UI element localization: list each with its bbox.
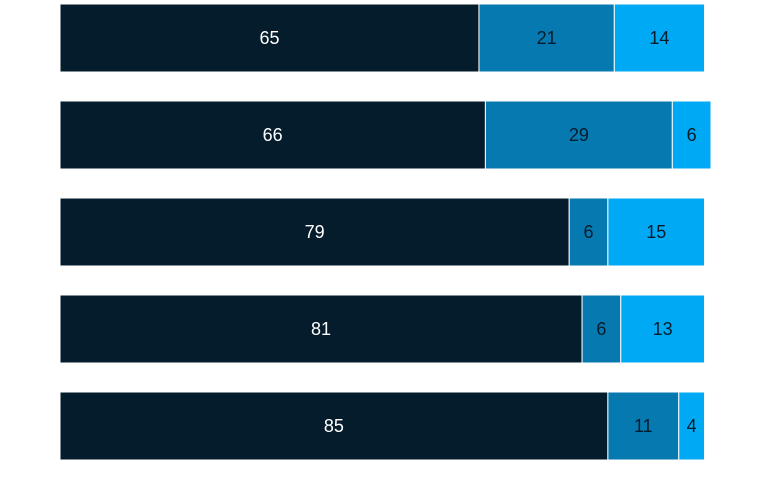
bar-segment [678, 391, 706, 461]
data-label: 14 [649, 28, 669, 48]
data-label: 6 [596, 319, 606, 339]
bar-segment [613, 3, 706, 73]
bar-segment [607, 197, 706, 267]
bar-segment [59, 3, 480, 73]
bar-segment [478, 3, 615, 73]
data-label: 13 [653, 319, 673, 339]
data-label: 6 [687, 125, 697, 145]
data-label: 4 [687, 416, 697, 436]
bar-segment [484, 100, 673, 170]
data-label: 65 [259, 28, 279, 48]
bar-segment [568, 197, 609, 267]
bar-segment [607, 391, 680, 461]
bar-segment [620, 294, 706, 364]
data-label: 11 [634, 416, 653, 436]
data-label: 85 [324, 416, 344, 436]
bar-segment [59, 391, 609, 461]
bar-segment [671, 100, 712, 170]
bar-segment [59, 197, 570, 267]
data-label: 81 [311, 319, 331, 339]
data-label: 29 [569, 125, 589, 145]
bar-segment [59, 294, 583, 364]
data-label: 21 [537, 28, 557, 48]
data-label: 15 [646, 222, 666, 242]
data-label: 6 [584, 222, 594, 242]
data-label: 66 [263, 125, 283, 145]
data-label: 79 [305, 222, 325, 242]
bar-segment [59, 100, 486, 170]
